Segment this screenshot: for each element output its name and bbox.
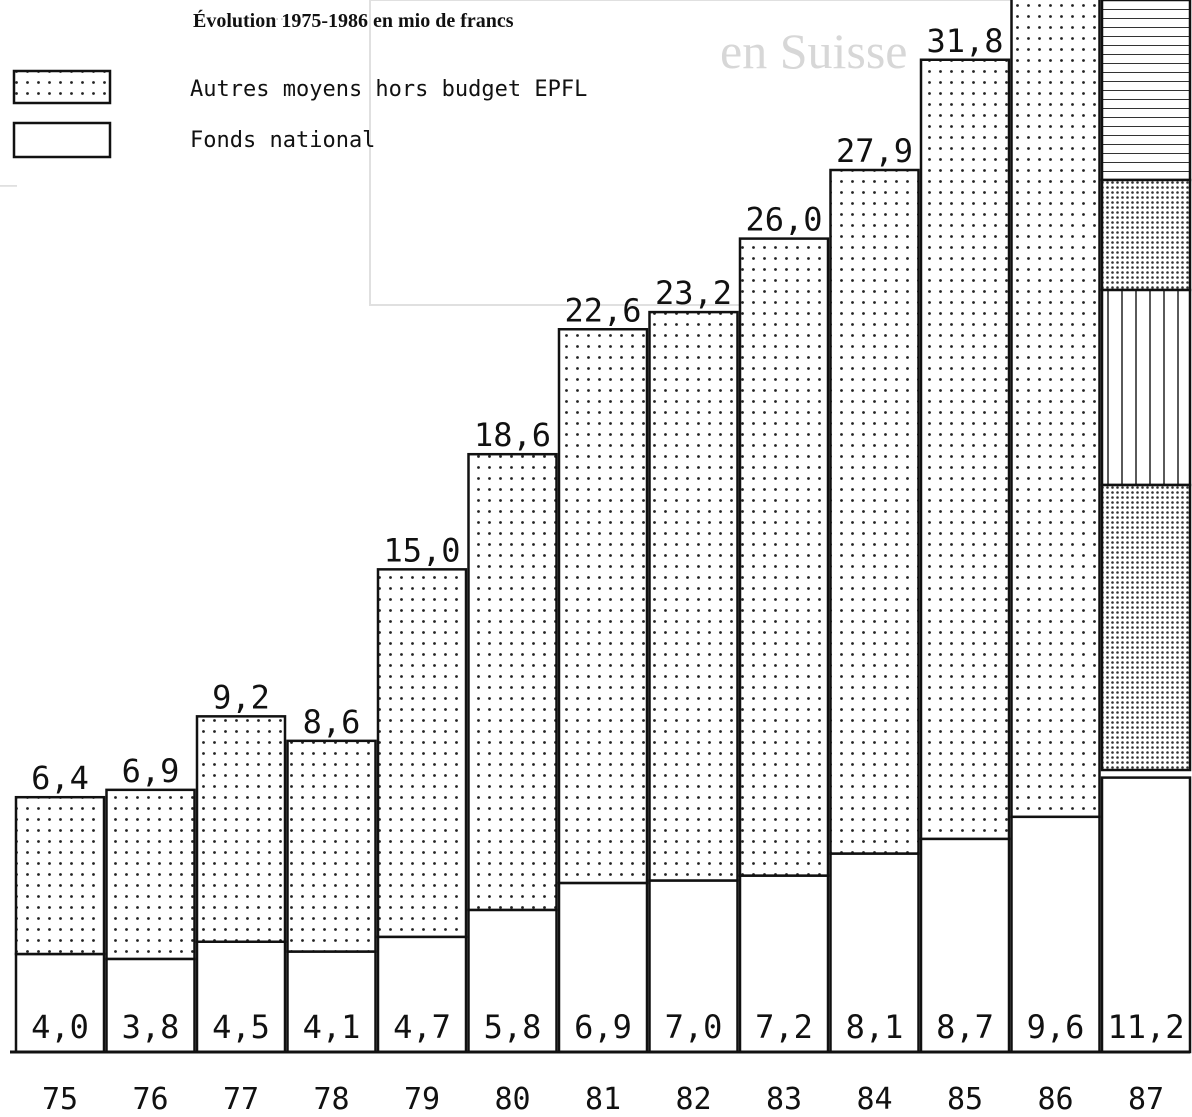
value-label-autres-moyens-85: 31,8 bbox=[926, 22, 1003, 60]
bar-autres-moyens-78 bbox=[286, 739, 377, 953]
bar-fonds-national-86 bbox=[1010, 815, 1101, 1054]
bar-autres-moyens-77 bbox=[195, 715, 287, 943]
x-tick-86: 86 bbox=[1037, 1082, 1073, 1117]
value-label-autres-moyens-84: 27,9 bbox=[836, 132, 913, 170]
x-tick-82: 82 bbox=[675, 1082, 711, 1117]
value-label-fonds-national-82: 7,0 bbox=[665, 1008, 723, 1046]
legend-swatch-autres-moyens bbox=[12, 69, 112, 105]
legend-swatch-fonds-national bbox=[12, 121, 112, 159]
x-tick-79: 79 bbox=[404, 1082, 440, 1117]
bar-autres-moyens-83 bbox=[738, 237, 830, 877]
value-label-fonds-national-79: 4,7 bbox=[393, 1008, 451, 1046]
x-tick-78: 78 bbox=[313, 1082, 349, 1117]
x-tick-75: 75 bbox=[42, 1082, 78, 1117]
x-tick-77: 77 bbox=[223, 1082, 259, 1117]
value-label-autres-moyens-83: 26,0 bbox=[745, 201, 822, 239]
x-tick-76: 76 bbox=[132, 1082, 168, 1117]
bar-fonds-national-80 bbox=[467, 908, 558, 1054]
legend-label-fonds-national: Fonds national bbox=[190, 128, 375, 153]
value-label-autres-moyens-82: 23,2 bbox=[655, 274, 732, 312]
svg-text:en Suisse: en Suisse bbox=[720, 23, 908, 79]
value-labels: 6,4 4,0 6,9 3,8 9,2 4,5 8,6 4,1 15,0 4,7 18,6 5,8 22… bbox=[31, 22, 1184, 1046]
svg-text:...: ... bbox=[270, 5, 284, 24]
bar-autres-moyens-79 bbox=[376, 568, 468, 939]
bar-autres-moyens-84 bbox=[829, 168, 920, 855]
bar-autres-moyens-82 bbox=[648, 310, 739, 882]
x-tick-85: 85 bbox=[947, 1082, 983, 1117]
bar-autres-moyens-86 bbox=[1010, 0, 1101, 819]
value-label-autres-moyens-75: 6,4 bbox=[31, 759, 89, 797]
x-tick-81: 81 bbox=[585, 1082, 621, 1117]
legend: Autres moyens hors budget EPFL Fonds nat… bbox=[12, 69, 587, 159]
value-label-fonds-national-77: 4,5 bbox=[212, 1008, 270, 1046]
bars bbox=[14, 0, 1192, 1054]
bar-autres-moyens-75 bbox=[14, 795, 106, 956]
value-label-autres-moyens-77: 9,2 bbox=[212, 678, 270, 716]
value-label-fonds-national-81: 6,9 bbox=[574, 1008, 632, 1046]
bar-fonds-national-83 bbox=[738, 874, 830, 1054]
bar-autres-moyens-80 bbox=[467, 452, 558, 912]
legend-label-autres-moyens: Autres moyens hors budget EPFL bbox=[190, 77, 587, 102]
bar-autres-moyens-85 bbox=[919, 58, 1011, 841]
bar-fonds-national-82 bbox=[648, 879, 739, 1054]
value-label-fonds-national-84: 8,1 bbox=[846, 1008, 904, 1046]
value-label-autres-moyens-79: 15,0 bbox=[383, 531, 460, 569]
bar-1987-column bbox=[1100, 0, 1192, 772]
x-tick-84: 84 bbox=[856, 1082, 892, 1117]
value-label-fonds-national-86: 9,6 bbox=[1027, 1008, 1085, 1046]
value-label-fonds-national-76: 3,8 bbox=[122, 1008, 180, 1046]
value-label-fonds-national-83: 7,2 bbox=[755, 1008, 813, 1046]
x-tick-80: 80 bbox=[494, 1082, 530, 1117]
x-tick-87: 87 bbox=[1128, 1082, 1164, 1117]
value-label-autres-moyens-78: 8,6 bbox=[303, 703, 361, 741]
value-label-fonds-national-85: 8,7 bbox=[936, 1008, 994, 1046]
bar-autres-moyens-81 bbox=[557, 328, 649, 885]
value-label-autres-moyens-81: 22,6 bbox=[564, 291, 641, 329]
value-label-autres-moyens-76: 6,9 bbox=[122, 752, 180, 790]
value-label-fonds-national-78: 4,1 bbox=[303, 1008, 361, 1046]
value-label-fonds-national-75: 4,0 bbox=[31, 1008, 89, 1046]
value-label-autres-moyens-80: 18,6 bbox=[474, 416, 551, 454]
x-tick-83: 83 bbox=[766, 1082, 802, 1117]
chart-title: Évolution 1975-1986 en mio de francs bbox=[193, 10, 514, 32]
svg-text:—: — bbox=[0, 175, 17, 194]
value-label-fonds-national-87: 11,2 bbox=[1107, 1008, 1184, 1046]
bar-fonds-national-87 bbox=[1100, 776, 1192, 1054]
x-axis-tick-labels: 75 76 77 78 79 80 81 82 83 84 85 86 87 bbox=[42, 1082, 1164, 1117]
bar-autres-moyens-76 bbox=[105, 788, 196, 961]
value-label-fonds-national-80: 5,8 bbox=[484, 1008, 542, 1046]
